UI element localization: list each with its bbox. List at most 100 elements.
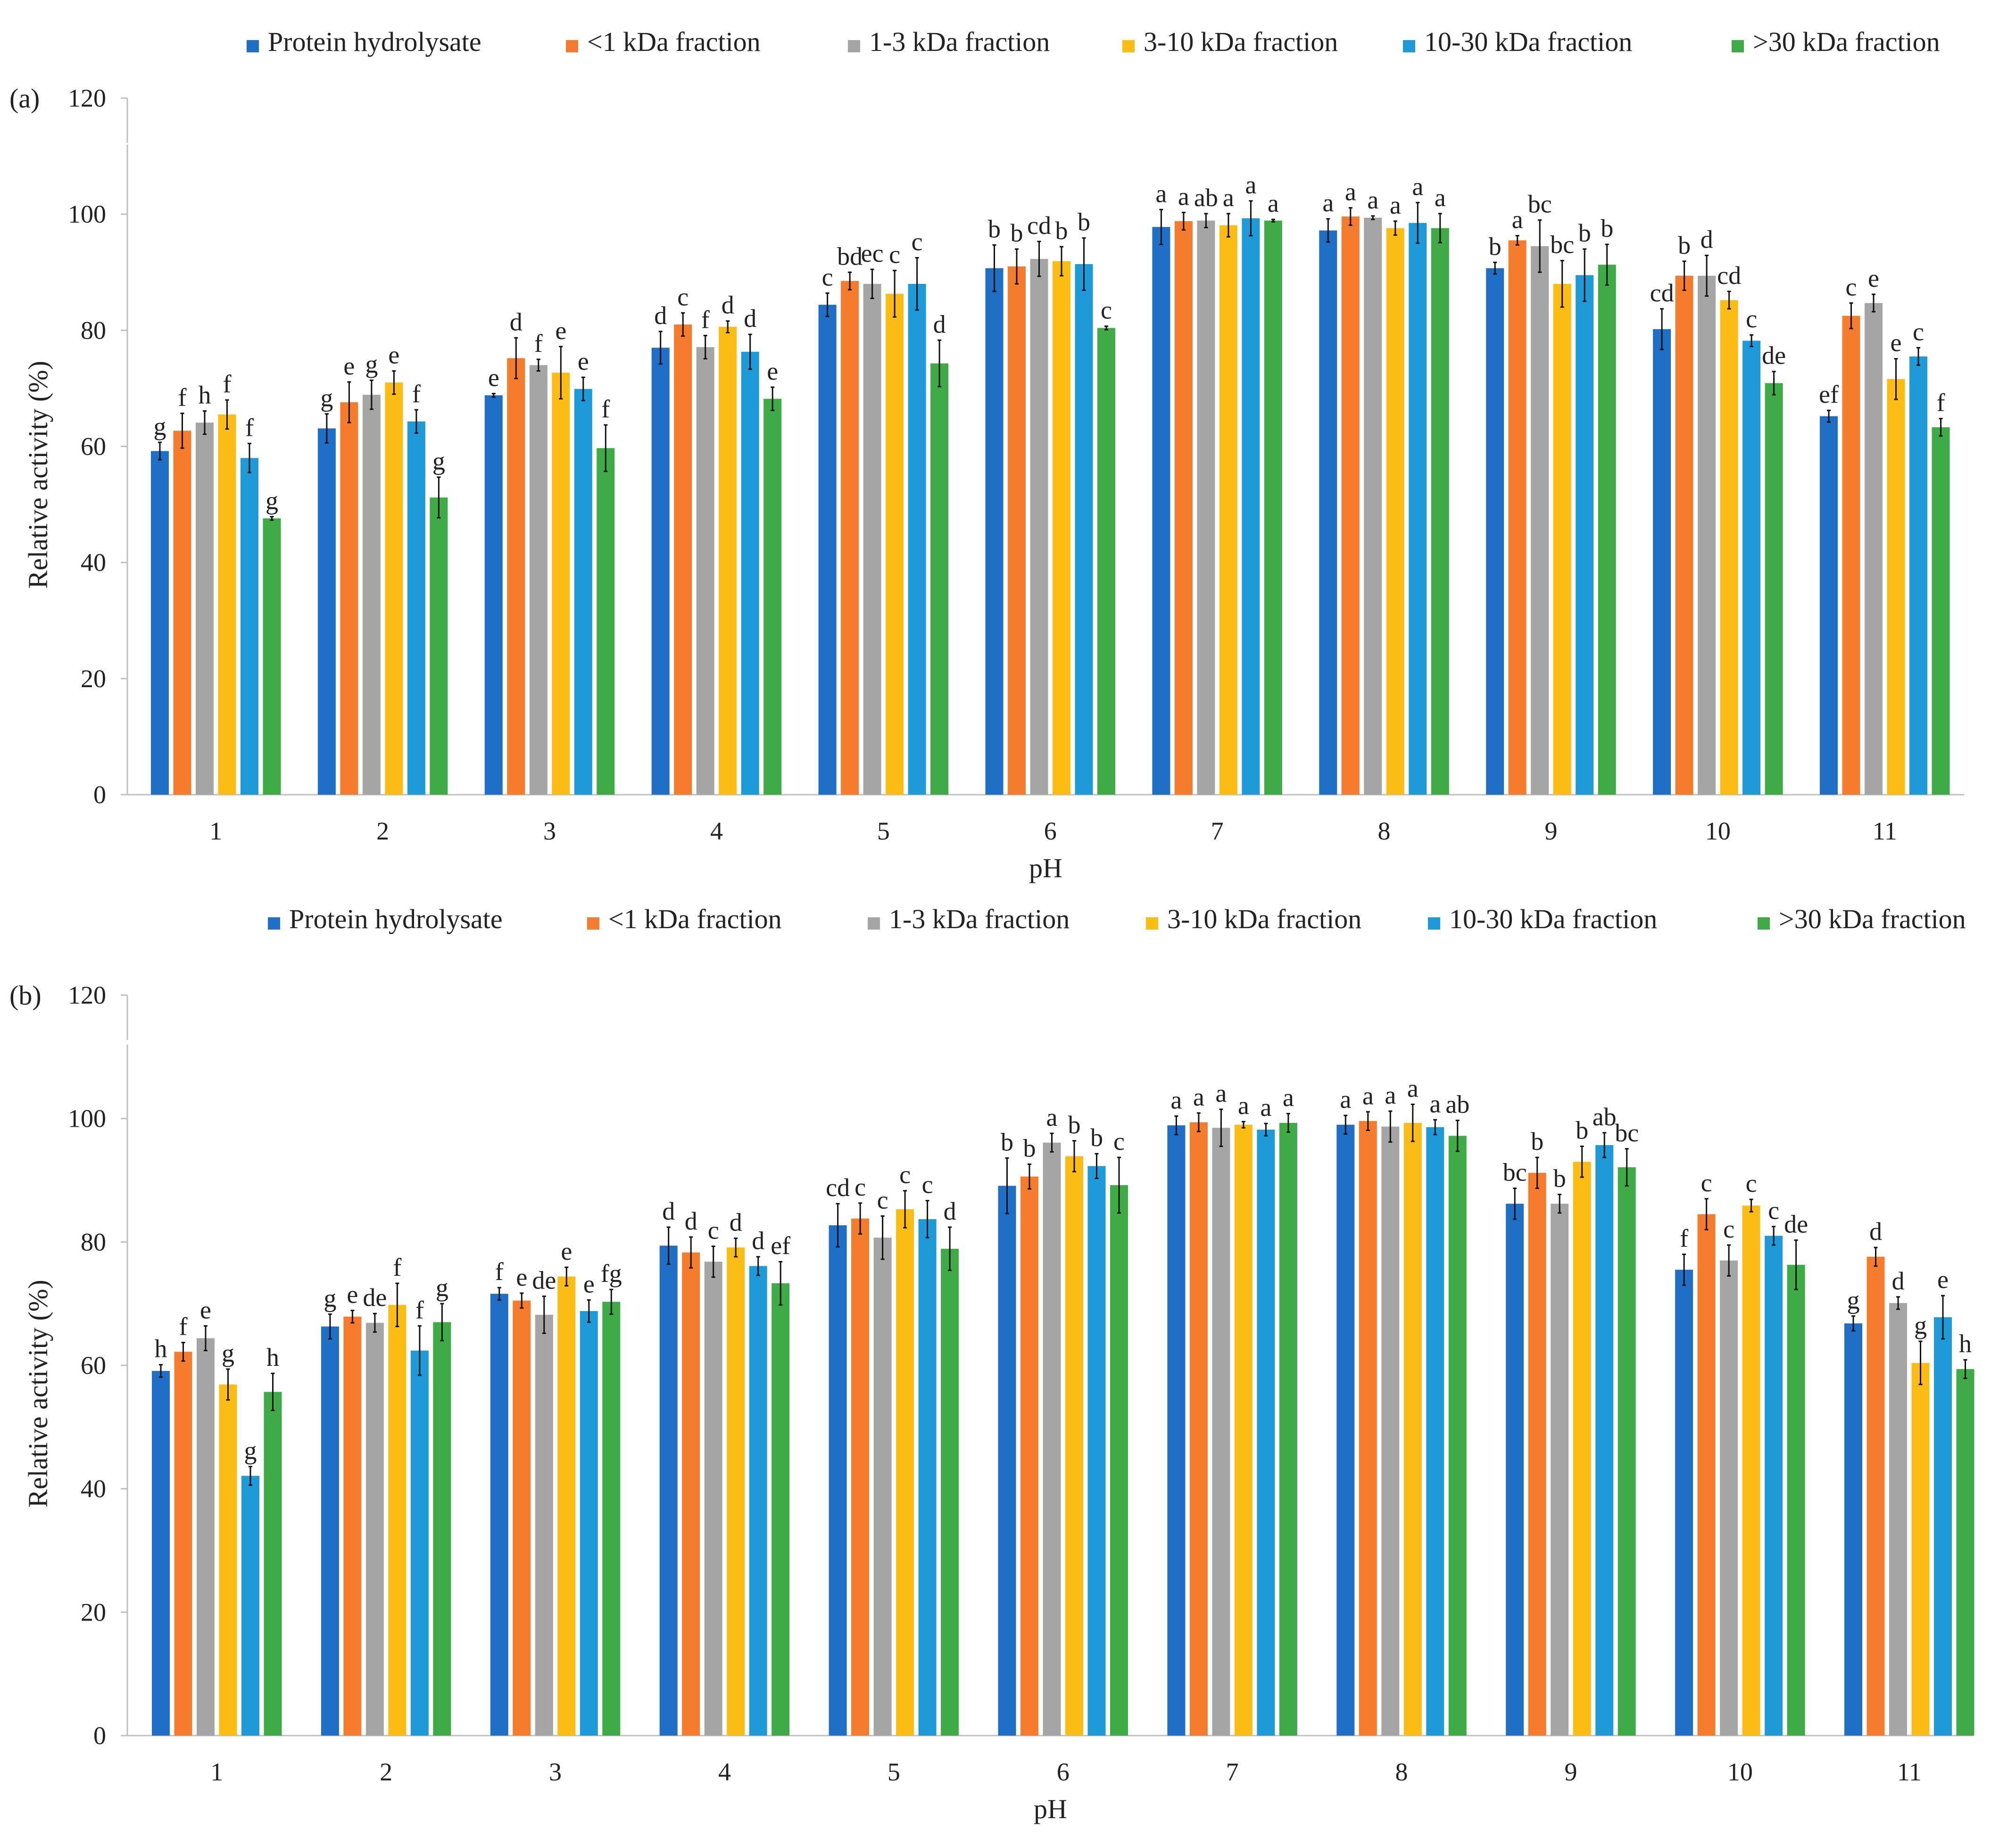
significance-letter: c bbox=[1701, 1169, 1712, 1197]
y-tick-label: 100 bbox=[68, 200, 106, 228]
bar bbox=[1219, 225, 1237, 795]
bar bbox=[197, 1338, 215, 1736]
significance-letter: a bbox=[1345, 178, 1356, 206]
significance-letter: de bbox=[532, 1266, 556, 1294]
panel-label: (b) bbox=[9, 980, 41, 1011]
significance-letter: g bbox=[365, 350, 378, 378]
bar bbox=[1257, 1130, 1275, 1736]
x-tick-label: 1 bbox=[209, 817, 222, 845]
legend-swatch bbox=[1122, 40, 1135, 52]
bar bbox=[552, 373, 570, 795]
bar bbox=[1167, 1125, 1186, 1736]
bar bbox=[484, 395, 503, 795]
bar bbox=[1174, 221, 1193, 795]
legend-entry: 10-30 kDa fraction bbox=[1424, 26, 1632, 57]
legend-entry: >30 kDa fraction bbox=[1779, 904, 1966, 934]
bar bbox=[507, 358, 525, 795]
legend-entry: 1-3 kDa fraction bbox=[889, 904, 1070, 934]
significance-letter: e bbox=[767, 357, 778, 385]
significance-letter: bc bbox=[1615, 1119, 1639, 1147]
significance-letter: ef bbox=[1819, 380, 1839, 408]
significance-letter: f bbox=[412, 380, 421, 408]
bar bbox=[896, 1209, 914, 1736]
significance-letter: e bbox=[561, 1237, 572, 1265]
significance-letter: f bbox=[495, 1257, 504, 1286]
significance-letter: c bbox=[1846, 273, 1857, 301]
bar bbox=[1720, 300, 1738, 795]
bar bbox=[490, 1294, 508, 1736]
significance-letter: g bbox=[265, 486, 278, 515]
significance-letter: e bbox=[578, 347, 589, 375]
significance-letter: c bbox=[1913, 317, 1924, 346]
legend-swatch bbox=[1146, 917, 1158, 930]
significance-letter: g bbox=[324, 1284, 336, 1312]
y-tick-label: 40 bbox=[81, 1475, 106, 1503]
x-tick-label: 11 bbox=[1897, 1758, 1922, 1786]
bar bbox=[651, 348, 670, 795]
legend-entry: 10-30 kDa fraction bbox=[1449, 904, 1657, 934]
bar bbox=[1675, 275, 1693, 795]
significance-letter: e bbox=[1891, 329, 1902, 357]
x-tick-label: 3 bbox=[543, 817, 556, 845]
significance-letter: h bbox=[155, 1335, 167, 1363]
significance-letter: a bbox=[1178, 182, 1189, 210]
bar bbox=[1506, 1204, 1524, 1736]
significance-letter: h bbox=[199, 381, 211, 409]
legend-swatch bbox=[1403, 40, 1415, 52]
x-tick-label: 9 bbox=[1564, 1758, 1577, 1786]
bar bbox=[263, 518, 281, 795]
y-tick-label: 0 bbox=[93, 1721, 106, 1750]
chart-panel-b: (b) 0 20 40 60 80 100 120 Relative activity (%) p… bbox=[9, 904, 1975, 1824]
significance-letter: d bbox=[662, 1197, 675, 1225]
significance-letter: fg bbox=[601, 1259, 622, 1288]
legend-swatch bbox=[587, 917, 599, 930]
bar bbox=[1867, 1256, 1885, 1736]
significance-letter: c bbox=[1746, 305, 1757, 333]
bar bbox=[1865, 303, 1883, 795]
bar bbox=[597, 448, 615, 795]
bar bbox=[1911, 1363, 1930, 1736]
bar bbox=[1909, 356, 1927, 795]
significance-letter: ab bbox=[1593, 1103, 1617, 1131]
y-tick-label: 80 bbox=[81, 1228, 106, 1256]
bar bbox=[998, 1186, 1016, 1736]
significance-letter: cd bbox=[1027, 211, 1051, 240]
y-tick-label: 120 bbox=[68, 84, 106, 112]
significance-letter: g bbox=[222, 1339, 234, 1367]
bar bbox=[1053, 261, 1070, 795]
bar bbox=[1341, 216, 1360, 795]
significance-letter: c bbox=[899, 1161, 911, 1189]
bar bbox=[1264, 220, 1282, 795]
significance-letter: b bbox=[1678, 231, 1691, 259]
x-tick-label: 8 bbox=[1395, 1758, 1408, 1786]
bar bbox=[1742, 341, 1761, 795]
significance-letter: f bbox=[701, 305, 710, 333]
x-tick-label: 10 bbox=[1705, 817, 1731, 845]
significance-letter: a bbox=[1340, 1085, 1351, 1114]
bar bbox=[1403, 1122, 1422, 1736]
bar bbox=[908, 283, 926, 795]
bar bbox=[1698, 275, 1716, 795]
legend-swatch bbox=[1758, 917, 1770, 930]
bar bbox=[1932, 427, 1950, 795]
significance-letter: b bbox=[1531, 1127, 1543, 1155]
significance-letter: a bbox=[1238, 1091, 1249, 1120]
bar bbox=[1486, 268, 1504, 795]
bar bbox=[602, 1302, 621, 1736]
bar bbox=[173, 431, 191, 795]
bar bbox=[1359, 1121, 1377, 1736]
bar bbox=[696, 347, 714, 795]
bar bbox=[941, 1248, 959, 1736]
significance-letter: ef bbox=[771, 1231, 790, 1260]
significance-letter: a bbox=[1215, 1079, 1227, 1107]
bar bbox=[1448, 1136, 1467, 1736]
bar bbox=[1887, 379, 1905, 795]
significance-letter: g bbox=[436, 1273, 448, 1302]
bar bbox=[1065, 1156, 1083, 1736]
bar bbox=[1508, 240, 1527, 795]
significance-letter: e bbox=[1937, 1265, 1949, 1294]
significance-letter: ec bbox=[861, 239, 884, 267]
y-axis-title: Relative activity (%) bbox=[23, 1280, 53, 1507]
bar bbox=[829, 1225, 847, 1736]
